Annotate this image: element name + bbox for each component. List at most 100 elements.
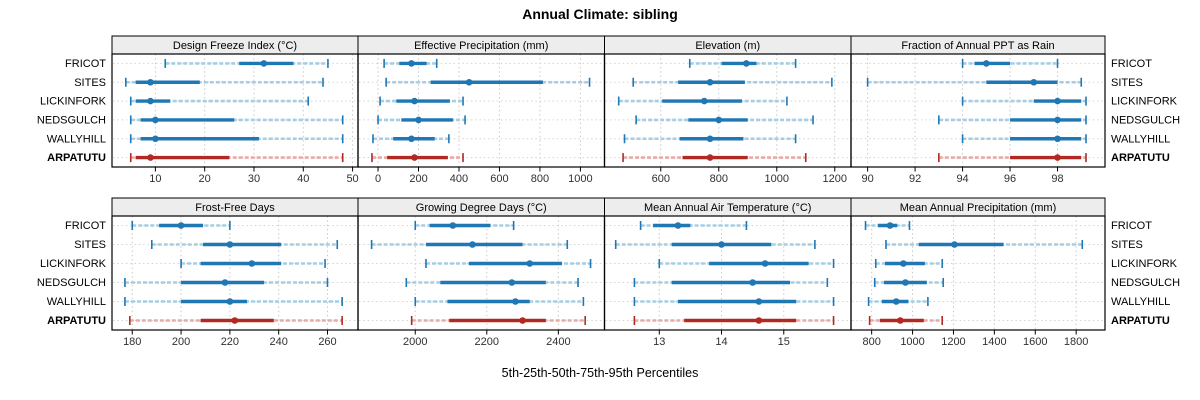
- panel-frost-free-days: Frost-Free Days 180 200 220 240 260 FRICOT SITE…: [37, 197, 359, 348]
- median-dot: [755, 317, 763, 324]
- axis-tick-label: 240: [270, 336, 288, 348]
- site-label-right-fricot: FRICOT: [1111, 58, 1152, 70]
- median-dot: [1054, 135, 1061, 143]
- axis-tick-label: 40: [297, 173, 309, 185]
- median-dot: [226, 241, 234, 248]
- site-label-right-wallyhill: WALLYHILL: [1111, 133, 1170, 145]
- axis-tick-label: 600: [652, 173, 670, 185]
- axis-tick-label: 15: [778, 336, 790, 348]
- axis-tick-label: 800: [862, 336, 880, 348]
- axis-tick-label: 400: [450, 173, 468, 185]
- median-dot: [718, 241, 725, 248]
- median-dot: [983, 60, 990, 67]
- median-dot: [147, 97, 154, 105]
- median-dot: [951, 241, 958, 248]
- median-dot: [147, 154, 154, 161]
- axis-tick-label: 600: [490, 173, 508, 185]
- median-dot: [1030, 78, 1038, 86]
- axis-tick-label: 1000: [900, 336, 924, 348]
- site-label-right-nedsgulch: NEDSGULCH: [1111, 114, 1180, 126]
- panel-frame: [850, 53, 1106, 168]
- axis-tick-label: 94: [956, 173, 968, 185]
- axis-tick-label: 1200: [823, 173, 847, 185]
- axis-tick-label: 20: [199, 173, 211, 185]
- site-label-left-sites: SITES: [74, 239, 106, 251]
- median-dot: [902, 279, 909, 286]
- site-label-left-arpatutu: ARPATUTU: [47, 315, 106, 327]
- median-dot: [408, 60, 415, 67]
- site-label-left-sites: SITES: [74, 77, 106, 89]
- site-label-right-nedsgulch: NEDSGULCH: [1111, 277, 1180, 289]
- site-label-left-fricot: FRICOT: [65, 58, 106, 70]
- axis-tick-label: 96: [1004, 173, 1016, 185]
- axis-tick-label: 800: [710, 173, 728, 185]
- median-dot: [526, 260, 534, 267]
- panel-strip-label: Frost-Free Days: [195, 202, 275, 214]
- panel-strip-label: Mean Annual Air Temperature (°C): [644, 202, 811, 214]
- axis-tick-label: 200: [409, 173, 427, 185]
- axis-tick-label: 220: [221, 336, 239, 348]
- axis-tick-label: 2200: [475, 336, 499, 348]
- site-label-right-fricot: FRICOT: [1111, 220, 1152, 232]
- median-dot: [755, 298, 763, 305]
- median-dot: [715, 116, 723, 124]
- median-dot: [152, 116, 159, 124]
- panel-growing-degree-days-c-: Growing Degree Days (°C) 2000 2200 2400: [357, 197, 606, 348]
- panel-strip-label: Fraction of Annual PPT as Rain: [901, 40, 1054, 52]
- median-dot: [152, 135, 159, 143]
- median-dot: [221, 279, 229, 286]
- median-dot: [674, 222, 682, 229]
- median-dot: [1054, 97, 1061, 105]
- median-dot: [177, 222, 185, 229]
- median-dot: [449, 222, 457, 229]
- axis-tick-label: 2000: [403, 336, 427, 348]
- panel-mean-annual-precipitation-mm-: Mean Annual Precipitation (mm) 800 1000 120…: [850, 197, 1180, 348]
- median-dot: [147, 78, 154, 86]
- median-dot: [411, 97, 418, 105]
- median-dot: [231, 317, 239, 324]
- site-label-left-wallyhill: WALLYHILL: [47, 296, 106, 308]
- median-dot: [248, 260, 256, 267]
- axis-tick-label: 800: [531, 173, 549, 185]
- axis-tick-label: 1600: [1023, 336, 1047, 348]
- site-label-right-wallyhill: WALLYHILL: [1111, 296, 1170, 308]
- median-dot: [900, 260, 907, 267]
- median-dot: [226, 298, 234, 305]
- panel-fraction-of-annual-ppt-as-rain: Fraction of Annual PPT as Rain 90 92 94 96 98…: [850, 35, 1180, 185]
- panel-frame: [850, 215, 1106, 331]
- site-label-left-nedsgulch: NEDSGULCH: [37, 277, 106, 289]
- axis-tick-label: 14: [715, 336, 727, 348]
- site-label-left-lickinfork: LICKINFORK: [40, 258, 107, 270]
- axis-tick-label: 2400: [546, 336, 570, 348]
- median-dot: [761, 260, 769, 267]
- axis-tick-label: 98: [1051, 173, 1063, 185]
- site-label-right-lickinfork: LICKINFORK: [1111, 96, 1178, 108]
- axis-tick-label: 0: [375, 173, 381, 185]
- site-label-right-arpatutu: ARPATUTU: [1111, 315, 1170, 327]
- median-dot: [706, 154, 714, 161]
- median-dot: [749, 279, 756, 286]
- axis-tick-label: 1000: [765, 173, 789, 185]
- panel-strip-label: Design Freeze Index (°C): [173, 40, 297, 52]
- site-label-right-sites: SITES: [1111, 77, 1143, 89]
- panels-layer: Design Freeze Index (°C) 10 20 30 40 50 FRICOT…: [37, 35, 1180, 348]
- axis-tick-label: 1800: [1064, 336, 1088, 348]
- median-dot: [886, 222, 894, 229]
- median-dot: [508, 279, 516, 286]
- site-label-left-lickinfork: LICKINFORK: [40, 96, 107, 108]
- axis-tick-label: 10: [149, 173, 161, 185]
- axis-tick-label: 50: [346, 173, 358, 185]
- site-label-left-fricot: FRICOT: [65, 220, 106, 232]
- median-dot: [743, 60, 750, 67]
- median-dot: [1054, 154, 1061, 161]
- site-label-right-lickinfork: LICKINFORK: [1111, 258, 1178, 270]
- median-dot: [465, 78, 473, 86]
- site-label-left-wallyhill: WALLYHILL: [47, 133, 106, 145]
- site-label-left-arpatutu: ARPATUTU: [47, 152, 106, 164]
- axis-tick-label: 200: [172, 336, 190, 348]
- median-dot: [700, 97, 708, 105]
- site-label-right-arpatutu: ARPATUTU: [1111, 152, 1170, 164]
- median-dot: [892, 298, 900, 305]
